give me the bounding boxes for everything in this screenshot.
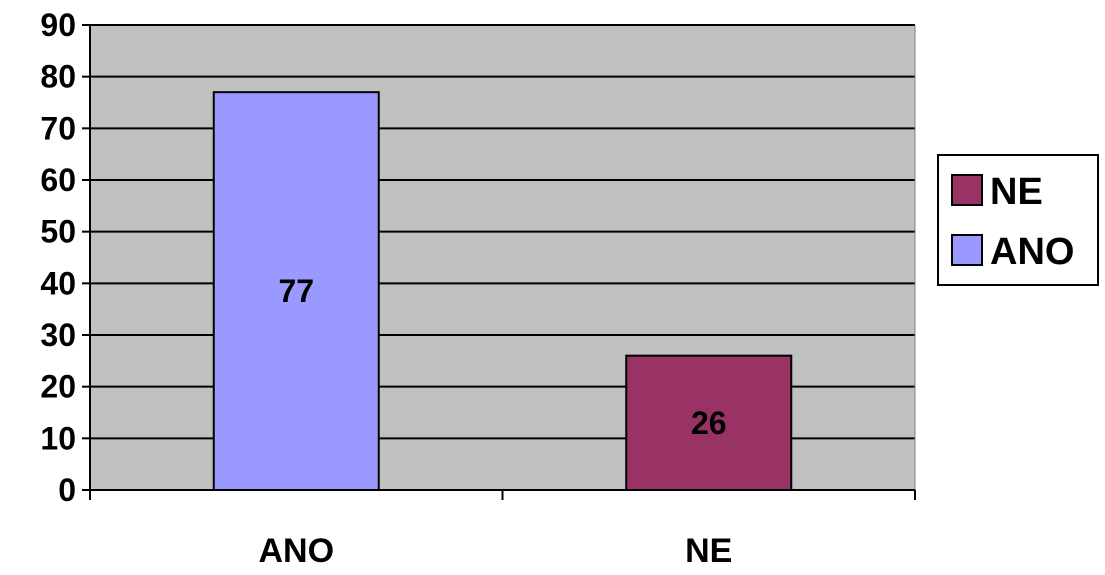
y-tick-label: 20 [40, 369, 76, 405]
plot-area: 0 10 20 30 40 50 60 70 80 90 77 ANO 26 NE [40, 7, 916, 570]
y-tick-label: 50 [40, 214, 76, 250]
legend: NE ANO [937, 154, 1099, 286]
legend-swatch-ne [951, 174, 983, 206]
bar-ne [625, 354, 793, 491]
data-label-ne: 26 [691, 405, 727, 441]
x-tick-label-ne: NE [685, 532, 732, 570]
y-tick-label: 90 [40, 7, 76, 43]
y-tick-label: 60 [40, 162, 76, 198]
y-tick-label: 80 [40, 59, 76, 95]
y-tick-label: 40 [40, 265, 76, 301]
legend-swatch-ano [951, 234, 983, 266]
y-tick-label: 10 [40, 420, 76, 456]
y-tick-label: 70 [40, 110, 76, 146]
bar-ano [212, 91, 380, 492]
legend-label-ano: ANO [990, 231, 1074, 273]
y-tick-label: 30 [40, 317, 76, 353]
data-label-ano: 77 [278, 273, 314, 309]
legend-label-ne: NE [990, 171, 1043, 213]
y-tick-label: 0 [58, 472, 76, 508]
x-tick-label-ano: ANO [258, 532, 334, 570]
